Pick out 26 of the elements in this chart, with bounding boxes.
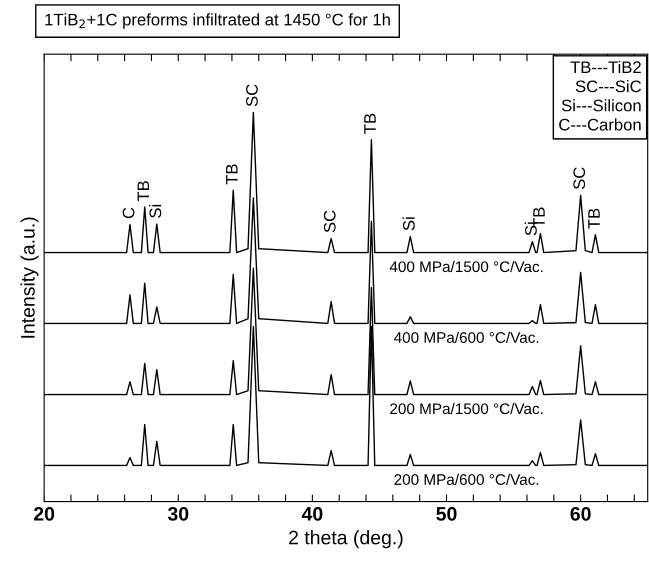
annotation: C xyxy=(122,208,134,218)
annotation: Si xyxy=(149,204,162,218)
x-tick-label: 60 xyxy=(570,506,591,521)
annotation: TB xyxy=(226,164,238,184)
annotation: Si xyxy=(402,217,415,230)
series-label: 200 MPa/1500 °C/Vac. xyxy=(390,402,542,414)
text: SC---SiC xyxy=(576,80,642,92)
y-axis-title: Intensity (a.u.) xyxy=(20,217,39,338)
chart-title: 1TiB$_{2}$+1C preforms infiltrated at 1450 °C for 1h xyxy=(45,13,390,29)
annotation: C---Carbon xyxy=(559,118,641,131)
series-label: 200 MPa/600 °C/Vac. xyxy=(394,474,538,485)
x-axis-title: 2 theta (deg.) xyxy=(289,530,403,548)
x-tick-label: 30 xyxy=(168,506,188,521)
x-tick-label: 20 xyxy=(34,506,54,521)
text: TB---TiB2 xyxy=(570,60,641,73)
annotation: SC xyxy=(324,210,336,232)
x-tick-label: 50 xyxy=(436,506,457,521)
annotation: TB xyxy=(138,181,150,202)
series-label: 400 MPa/600 °C/Vac. xyxy=(394,332,538,343)
annotation: SC xyxy=(246,84,258,106)
annotation: TB xyxy=(588,208,600,229)
x-tick-label: 40 xyxy=(302,506,322,521)
annotation: SC xyxy=(573,167,586,190)
annotation: TB xyxy=(364,114,376,134)
text: Si---Silicon xyxy=(562,99,641,112)
series-label: 400 MPa/1500 °C/Vac. xyxy=(390,260,542,272)
